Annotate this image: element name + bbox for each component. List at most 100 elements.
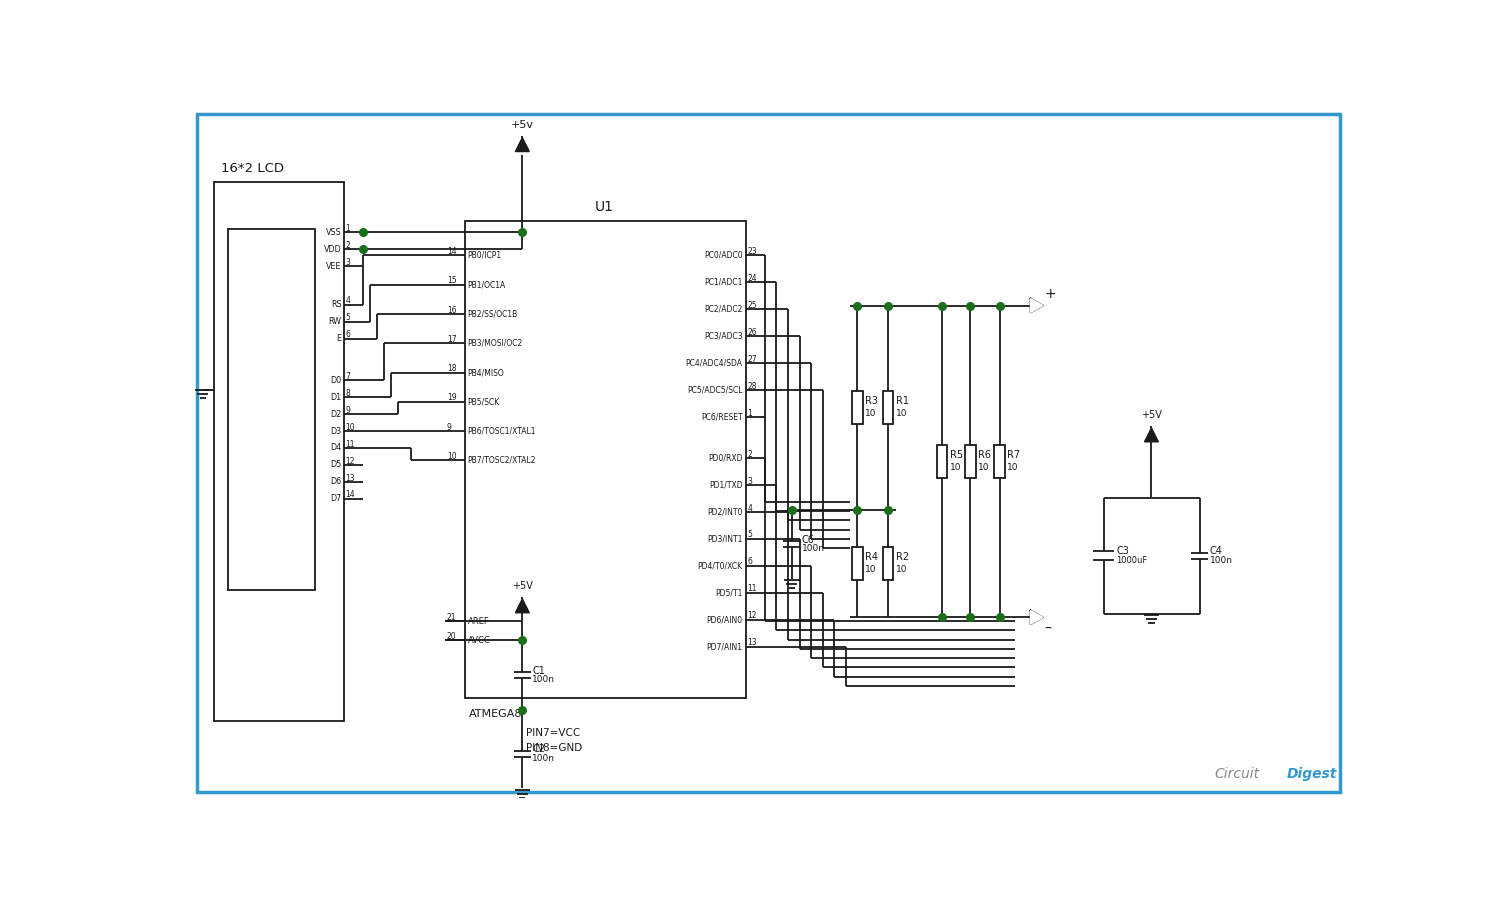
Text: 28: 28 [747, 382, 756, 391]
Text: 16*2 LCD: 16*2 LCD [220, 162, 284, 175]
Text: 19: 19 [447, 394, 456, 403]
Text: +5V: +5V [512, 581, 532, 591]
Text: 8: 8 [345, 388, 350, 397]
Text: C6: C6 [802, 535, 814, 544]
Text: PB2/SS/OC1B: PB2/SS/OC1B [468, 309, 518, 318]
Text: 10: 10 [865, 565, 876, 574]
Text: 21: 21 [447, 613, 456, 622]
Text: 14: 14 [345, 491, 355, 500]
Text: 20: 20 [447, 632, 456, 641]
Text: R7: R7 [1008, 450, 1020, 460]
Text: 10: 10 [865, 409, 876, 418]
Text: ATMEGA8: ATMEGA8 [468, 709, 522, 718]
Text: D6: D6 [330, 477, 342, 486]
Text: 10: 10 [896, 409, 908, 418]
Text: D2: D2 [330, 410, 342, 419]
Text: Digest: Digest [1287, 768, 1336, 781]
Text: PC3/ADC3: PC3/ADC3 [704, 332, 742, 341]
Text: PB1/OC1A: PB1/OC1A [468, 280, 506, 289]
Text: 10: 10 [896, 565, 908, 574]
Text: VDD: VDD [324, 245, 342, 254]
Text: PD2/INT0: PD2/INT0 [706, 508, 742, 517]
Text: PB3/MOSI/OC2: PB3/MOSI/OC2 [468, 339, 524, 348]
Text: U1: U1 [596, 200, 613, 214]
Text: PIN8=GND: PIN8=GND [526, 744, 582, 753]
Text: 4: 4 [747, 503, 752, 512]
Text: +: + [1044, 287, 1056, 301]
Text: PB0/ICP1: PB0/ICP1 [468, 251, 502, 260]
Text: 3: 3 [747, 476, 752, 485]
Text: 6: 6 [345, 330, 350, 339]
Text: R5: R5 [950, 450, 963, 460]
Text: Circuit: Circuit [1215, 768, 1260, 781]
Text: PD1/TXD: PD1/TXD [710, 481, 742, 490]
Polygon shape [1030, 299, 1042, 312]
Text: PD5/T1: PD5/T1 [716, 588, 742, 597]
Text: AREF: AREF [468, 617, 489, 626]
Bar [214, 182, 344, 721]
Text: 25: 25 [747, 301, 758, 310]
Text: PC6/RESET: PC6/RESET [700, 413, 742, 422]
Polygon shape [516, 599, 530, 613]
Text: 10: 10 [345, 422, 355, 431]
Text: D4: D4 [330, 443, 342, 452]
Text: 9: 9 [345, 405, 350, 414]
Text: +5v: +5v [512, 120, 534, 130]
Text: PC0/ADC0: PC0/ADC0 [704, 251, 742, 260]
Text: 11: 11 [747, 584, 756, 594]
Text: 5: 5 [747, 530, 752, 539]
Text: PD7/AIN1: PD7/AIN1 [706, 642, 742, 651]
Text: 18: 18 [447, 364, 456, 373]
Text: 12: 12 [345, 457, 354, 466]
Text: D1: D1 [330, 393, 342, 402]
Text: R6: R6 [978, 450, 992, 460]
Text: PC5/ADC5/SCL: PC5/ADC5/SCL [687, 386, 742, 395]
Text: PB7/TOSC2/XTAL2: PB7/TOSC2/XTAL2 [468, 456, 536, 465]
Text: 1: 1 [747, 409, 752, 418]
Text: 24: 24 [747, 274, 758, 283]
Text: C2: C2 [532, 744, 546, 754]
Text: 16: 16 [447, 306, 456, 315]
Text: PD0/RXD: PD0/RXD [708, 454, 742, 463]
Text: VEE: VEE [326, 262, 342, 271]
Text: PIN7=VCC: PIN7=VCC [526, 727, 580, 738]
Text: R2: R2 [896, 553, 909, 562]
Text: RW: RW [328, 318, 342, 327]
Text: PB6/TOSC1/XTAL1: PB6/TOSC1/XTAL1 [468, 427, 536, 436]
Polygon shape [1144, 428, 1158, 442]
Text: C3: C3 [1116, 546, 1130, 556]
Bar [936, 445, 948, 477]
Text: 100n: 100n [532, 675, 555, 684]
Text: D5: D5 [330, 460, 342, 469]
Text: PC2/ADC2: PC2/ADC2 [704, 305, 742, 314]
Text: 4: 4 [345, 296, 350, 305]
Text: 12: 12 [747, 612, 756, 621]
Text: 1000uF: 1000uF [1116, 556, 1148, 565]
Text: 5: 5 [345, 313, 350, 322]
Text: 6: 6 [747, 557, 752, 566]
Text: 13: 13 [345, 474, 355, 483]
Text: 26: 26 [747, 328, 758, 337]
Polygon shape [516, 137, 530, 152]
Text: 10: 10 [1008, 463, 1019, 472]
Text: PB4/MISO: PB4/MISO [468, 368, 504, 377]
Text: 3: 3 [345, 258, 350, 267]
Text: PD3/INT1: PD3/INT1 [706, 535, 742, 544]
Text: R1: R1 [896, 396, 909, 406]
Text: RS: RS [332, 300, 342, 309]
Text: AVCC: AVCC [468, 636, 490, 645]
Text: 10: 10 [447, 452, 456, 461]
Text: 2: 2 [747, 449, 752, 458]
Text: 27: 27 [747, 355, 758, 364]
Text: C4: C4 [1210, 546, 1222, 556]
Text: PC4/ADC4/SDA: PC4/ADC4/SDA [686, 359, 742, 368]
Bar [465, 221, 746, 698]
Bar [852, 391, 862, 423]
Text: R4: R4 [865, 553, 877, 562]
Text: 100n: 100n [802, 544, 825, 553]
Text: PC1/ADC1: PC1/ADC1 [704, 278, 742, 287]
Text: +5V: +5V [1142, 410, 1162, 421]
Text: D0: D0 [330, 376, 342, 385]
Text: 10: 10 [978, 463, 990, 472]
Bar [228, 229, 315, 590]
